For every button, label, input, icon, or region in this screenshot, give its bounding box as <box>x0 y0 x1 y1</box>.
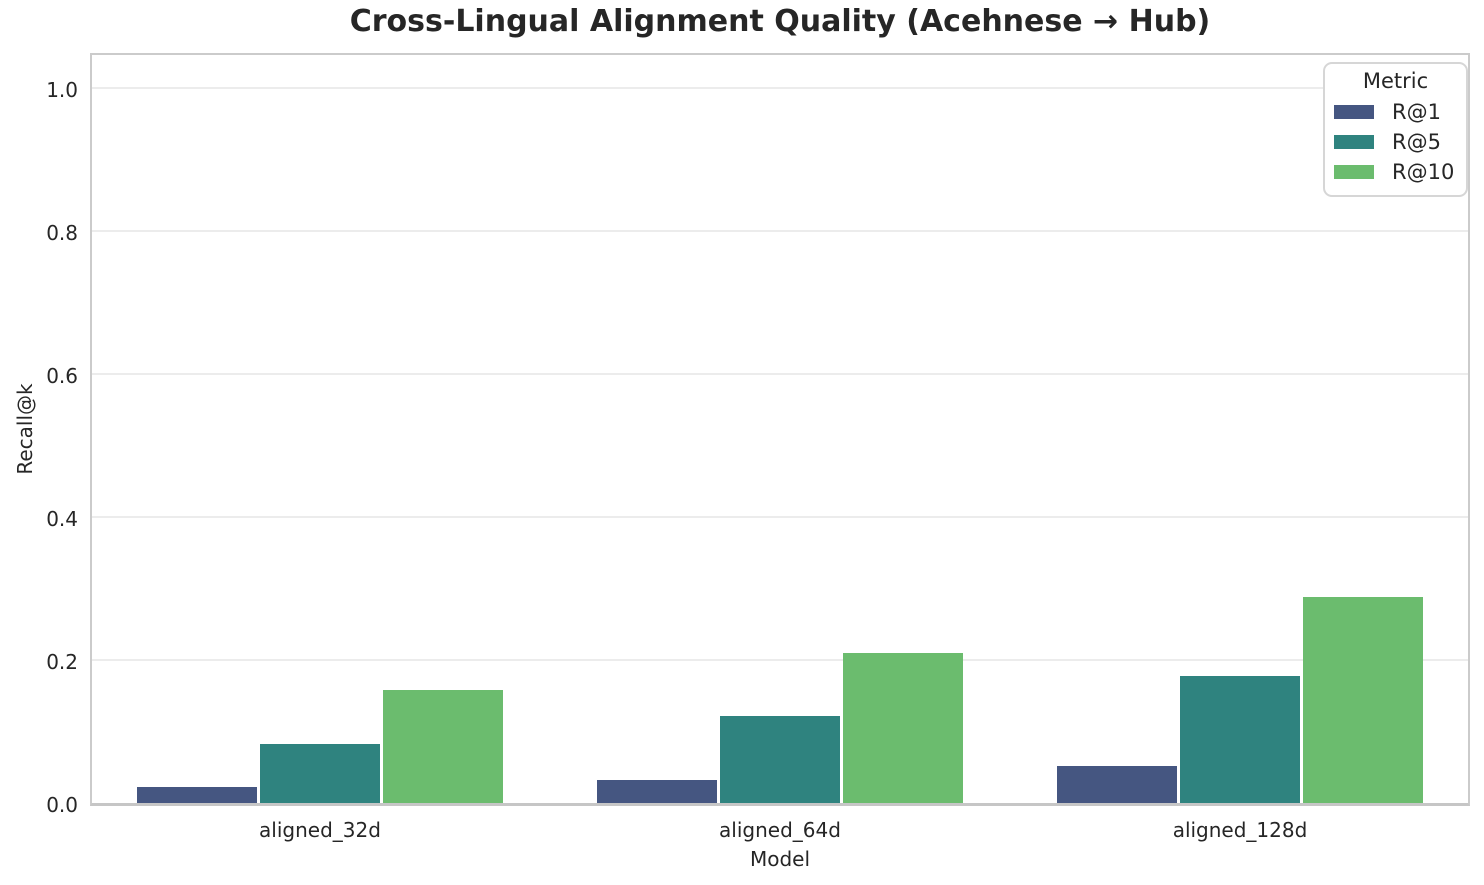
legend-item-R@1: R@1 <box>1325 97 1466 127</box>
bar-aligned_64d-R@10 <box>843 653 963 803</box>
legend-item-label: R@5 <box>1392 130 1441 154</box>
bar-aligned_64d-R@5 <box>720 716 840 803</box>
legend: Metric R@1 R@5 R@10 <box>1323 62 1468 197</box>
legend-item-R@10: R@10 <box>1325 157 1466 187</box>
bar-aligned_64d-R@1 <box>597 780 717 803</box>
gridline <box>92 87 1468 89</box>
y-tick-label: 0.6 <box>46 364 78 388</box>
x-tick-label: aligned_128d <box>1172 818 1308 842</box>
gridline <box>92 373 1468 375</box>
gridline <box>92 230 1468 232</box>
legend-title: Metric <box>1362 69 1429 93</box>
y-tick-label: 0.2 <box>46 650 78 674</box>
x-tick-label: aligned_64d <box>719 818 841 842</box>
bar-aligned_32d-R@10 <box>383 690 503 803</box>
bar-aligned_32d-R@5 <box>260 744 380 803</box>
legend-item-R@5: R@5 <box>1325 127 1466 157</box>
legend-item-label: R@10 <box>1392 160 1455 184</box>
y-tick-label: 1.0 <box>46 78 78 102</box>
legend-swatch-icon <box>1334 105 1374 119</box>
gridline <box>92 516 1468 518</box>
legend-swatch-icon <box>1334 135 1374 149</box>
legend-swatch-icon <box>1334 165 1374 179</box>
y-tick-label: 0.8 <box>46 221 78 245</box>
legend-item-label: R@1 <box>1392 100 1441 124</box>
legend-items: R@1 R@5 R@10 <box>1325 97 1466 187</box>
plot-area <box>90 53 1470 806</box>
bar-aligned_128d-R@1 <box>1057 766 1177 803</box>
x-tick-label: aligned_32d <box>259 818 381 842</box>
y-tick-label: 0.0 <box>46 793 78 817</box>
bar-aligned_128d-R@5 <box>1180 676 1300 803</box>
bar-aligned_128d-R@10 <box>1303 597 1423 803</box>
chart-title: Cross-Lingual Alignment Quality (Acehnes… <box>349 4 1211 39</box>
y-axis-label: Recall@k <box>13 383 37 475</box>
plot-inner <box>92 55 1468 803</box>
bar-aligned_32d-R@1 <box>137 787 257 803</box>
x-axis-label: Model <box>749 847 811 871</box>
gridline <box>92 659 1468 661</box>
y-tick-label: 0.4 <box>46 507 78 531</box>
